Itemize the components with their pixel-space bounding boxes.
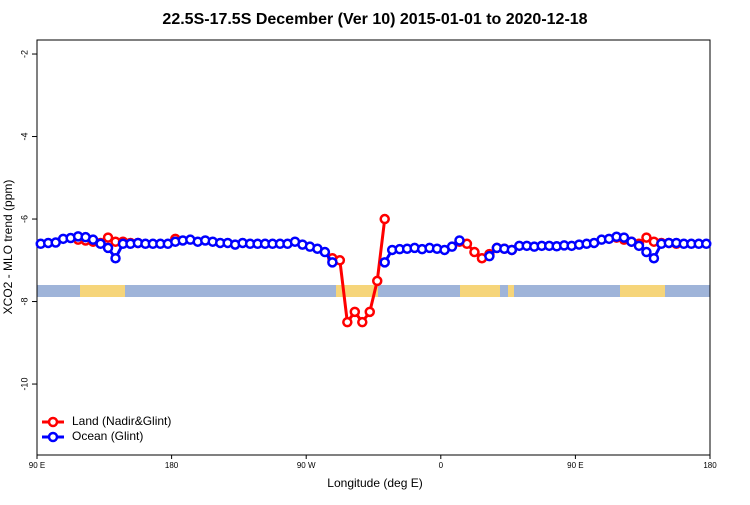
legend: Land (Nadir&Glint)Ocean (Glint) <box>42 414 171 443</box>
point <box>648 252 660 264</box>
point <box>371 275 383 287</box>
point <box>102 242 114 254</box>
x-tick-label: 180 <box>165 461 179 470</box>
point <box>618 232 630 243</box>
point <box>357 316 368 328</box>
legend-label: Land (Nadir&Glint) <box>72 414 171 428</box>
x-tick-label: 90 E <box>567 461 583 470</box>
point <box>446 241 458 252</box>
point <box>641 246 652 258</box>
x-tick-label: 90 E <box>29 461 45 470</box>
point <box>641 232 652 243</box>
land-patch <box>620 285 665 297</box>
series-line <box>331 218 387 327</box>
legend-label: Ocean (Glint) <box>72 429 143 443</box>
y-tick-label: -8 <box>19 298 29 306</box>
point <box>95 238 106 250</box>
point <box>484 250 495 262</box>
plot-frame <box>36 39 711 456</box>
x-tick-label: 90 W <box>297 461 316 470</box>
y-tick-label: -6 <box>19 215 29 223</box>
land-patch <box>80 285 125 297</box>
point <box>454 235 465 246</box>
point <box>102 232 114 243</box>
x-tick-label: 180 <box>703 461 717 470</box>
point <box>633 240 645 252</box>
point <box>379 213 390 225</box>
legend-marker <box>47 431 59 443</box>
point <box>506 244 518 256</box>
point <box>327 257 338 268</box>
point <box>349 306 361 318</box>
point <box>701 238 712 250</box>
x-axis-label: Longitude (deg E) <box>327 476 422 490</box>
x-tick-label: 0 <box>439 461 444 470</box>
point <box>379 257 390 268</box>
point <box>469 246 480 258</box>
point <box>626 236 637 247</box>
chart-title: 22.5S-17.5S December (Ver 10) 2015-01-01… <box>162 11 587 28</box>
land-patch <box>460 285 500 297</box>
point <box>342 316 353 328</box>
y-tick-label: -4 <box>19 133 29 141</box>
y-axis-label: XCO2 - MLO trend (ppm) <box>1 180 15 315</box>
y-tick-label: -2 <box>19 50 29 58</box>
land-patch <box>336 285 378 297</box>
legend-marker <box>47 416 59 428</box>
point <box>364 306 376 318</box>
series <box>35 231 712 268</box>
point <box>87 234 99 245</box>
point <box>319 246 331 258</box>
land-patch <box>508 285 514 297</box>
point <box>110 252 121 264</box>
y-tick-label: -10 <box>19 378 29 391</box>
